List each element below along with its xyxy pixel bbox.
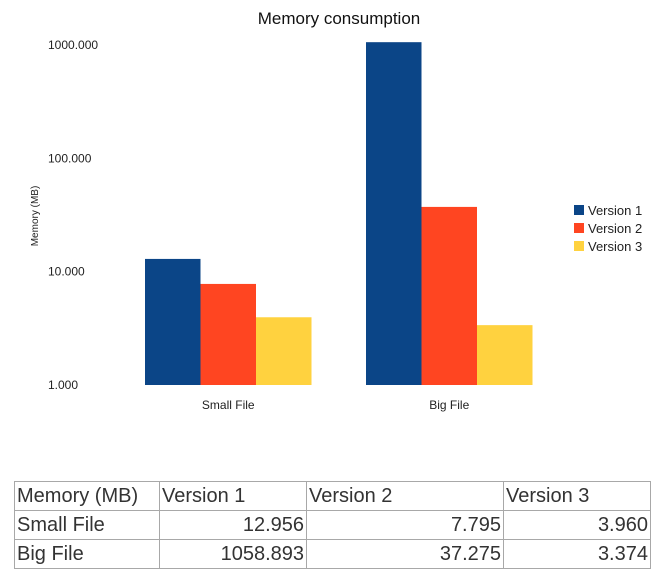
legend-swatch bbox=[574, 205, 584, 215]
table-header-version-1: Version 1 bbox=[159, 481, 307, 511]
bar-version-1-big-file bbox=[366, 42, 422, 385]
y-axis-label: Memory (MB) bbox=[30, 186, 41, 247]
legend-swatch bbox=[574, 223, 584, 233]
y-tick-label: 1.000 bbox=[48, 378, 78, 392]
table-cell: 1058.893 bbox=[159, 539, 307, 569]
table-header-version-3: Version 3 bbox=[503, 481, 651, 511]
bar-version-3-small-file bbox=[256, 317, 312, 385]
table-cell: 12.956 bbox=[159, 510, 307, 540]
table-row: Big File 1058.893 37.275 3.374 bbox=[14, 539, 651, 569]
y-tick-label: 100.000 bbox=[48, 151, 92, 165]
bar-version-1-small-file bbox=[145, 258, 201, 385]
table-header-row: Memory (MB) Version 1 Version 2 Version … bbox=[14, 481, 651, 511]
table-cell: 37.275 bbox=[306, 539, 504, 569]
chart-title: Memory consumption bbox=[258, 9, 421, 28]
table-row-label: Big File bbox=[14, 539, 160, 569]
bars bbox=[145, 42, 533, 385]
table-corner-cell: Memory (MB) bbox=[14, 481, 160, 511]
x-axis-categories: Small File Big File bbox=[202, 398, 470, 412]
table-row-label: Small File bbox=[14, 510, 160, 540]
y-axis-ticks: 1.000 10.000 100.000 1000.000 bbox=[48, 38, 98, 392]
data-table: Memory (MB) Version 1 Version 2 Version … bbox=[14, 481, 651, 569]
table-cell: 3.374 bbox=[503, 539, 651, 569]
table-cell: 3.960 bbox=[503, 510, 651, 540]
category-label: Small File bbox=[202, 398, 255, 412]
table-header-version-2: Version 2 bbox=[306, 481, 504, 511]
legend-label: Version 1 bbox=[588, 203, 642, 218]
y-tick-label: 1000.000 bbox=[48, 38, 98, 52]
table-row: Small File 12.956 7.795 3.960 bbox=[14, 510, 651, 540]
legend-label: Version 2 bbox=[588, 221, 642, 236]
legend-label: Version 3 bbox=[588, 239, 642, 254]
legend: Version 1 Version 2 Version 3 bbox=[574, 203, 642, 254]
legend-swatch bbox=[574, 241, 584, 251]
memory-chart: Memory consumption Memory (MB) 1.000 10.0… bbox=[30, 9, 642, 412]
bar-version-2-big-file bbox=[421, 206, 477, 385]
bar-version-3-big-file bbox=[477, 325, 533, 385]
y-tick-label: 10.000 bbox=[48, 265, 85, 279]
category-label: Big File bbox=[429, 398, 469, 412]
bar-version-2-small-file bbox=[200, 283, 256, 385]
table-cell: 7.795 bbox=[306, 510, 504, 540]
